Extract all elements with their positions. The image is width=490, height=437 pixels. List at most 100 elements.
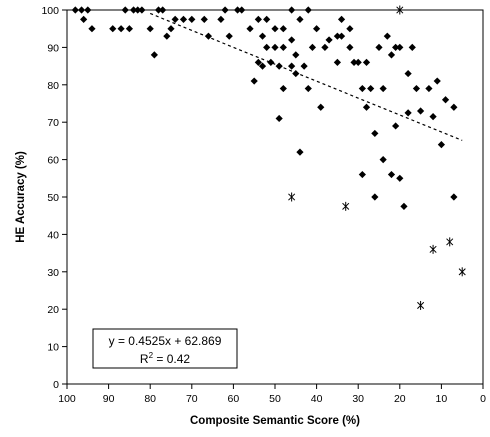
data-point-diamond — [354, 58, 362, 66]
data-point-diamond — [188, 15, 196, 23]
data-point-diamond — [396, 174, 404, 182]
x-tick-label: 30 — [352, 393, 364, 405]
data-point-diamond — [88, 25, 96, 33]
data-point-diamond — [204, 32, 213, 40]
data-point-diamond — [221, 6, 229, 14]
data-point-diamond — [179, 15, 188, 23]
y-tick-label: 10 — [47, 342, 59, 354]
data-point-diamond — [288, 6, 296, 14]
data-point-diamond — [154, 6, 163, 14]
y-tick-label: 40 — [47, 229, 59, 241]
data-point-diamond — [292, 51, 300, 59]
data-point-diamond — [400, 202, 408, 210]
data-point-diamond — [275, 62, 283, 70]
data-point-diamond — [167, 25, 175, 33]
y-tick-label: 80 — [47, 80, 59, 92]
data-point-diamond — [121, 6, 129, 14]
data-point-diamond — [304, 84, 312, 93]
data-point-diamond — [392, 122, 400, 130]
data-point-diamond — [163, 32, 171, 40]
data-point-diamond — [404, 109, 412, 117]
y-axis-title: HE Accuracy (%) — [15, 151, 27, 243]
data-point-diamond — [371, 193, 379, 201]
x-tick-label: 20 — [394, 393, 406, 405]
data-point-diamond — [337, 32, 346, 40]
data-point-diamond — [379, 156, 387, 164]
x-tick-label: 40 — [311, 393, 323, 405]
data-point-diamond — [387, 170, 396, 179]
equation-box-frame — [92, 328, 238, 369]
data-point-diamond — [362, 58, 371, 66]
y-axis-ticks: 0 10 20 30 40 50 60 70 80 90 100 — [41, 5, 67, 391]
x-tick-label: 70 — [186, 393, 198, 405]
y-tick-label: 70 — [47, 117, 59, 129]
data-point-diamond — [450, 193, 458, 201]
data-point-diamond — [367, 84, 375, 93]
data-point-diamond — [263, 43, 271, 51]
data-point-diamond — [109, 25, 117, 33]
data-point-diamond — [254, 15, 262, 23]
data-point-diamond — [317, 103, 325, 111]
equation-box: y = 0.4525x + 62.869 R2 = 0.42 — [92, 328, 238, 369]
data-point-diamond — [271, 25, 279, 33]
r-squared-text: R2 = 0.42 — [140, 351, 190, 366]
data-point-diamond — [250, 77, 258, 85]
x-axis-ticks: 100 90 80 70 60 50 40 30 20 10 0 — [58, 384, 486, 405]
data-point-diamond — [296, 15, 304, 23]
data-point-diamond — [425, 84, 433, 93]
data-point-diamond — [279, 43, 287, 51]
data-point-diamond — [134, 6, 142, 14]
data-point-diamond — [333, 58, 341, 66]
y-tick-label: 90 — [47, 42, 59, 54]
data-point-diamond — [279, 84, 287, 93]
data-point-diamond — [412, 84, 421, 93]
equation-text: y = 0.4525x + 62.869 — [109, 334, 222, 348]
x-tick-label: 80 — [144, 393, 156, 405]
data-point-diamond — [275, 114, 283, 123]
y-tick-label: 100 — [41, 5, 59, 17]
data-point-diamond — [146, 25, 154, 33]
data-point-diamond — [233, 6, 242, 14]
data-point-asterisk — [342, 201, 350, 211]
data-point-diamond — [125, 25, 133, 33]
data-point-diamond — [296, 148, 304, 156]
data-point-diamond — [358, 170, 366, 179]
data-point-diamond — [441, 96, 450, 104]
data-point-diamond — [321, 43, 329, 51]
trendline — [149, 12, 463, 141]
data-point-asterisk — [417, 300, 425, 310]
y-tick-label: 50 — [47, 192, 59, 204]
x-axis-title: Composite Semantic Score (%) — [190, 415, 360, 427]
data-point-diamond — [408, 43, 416, 51]
data-point-diamond — [346, 25, 354, 33]
data-point-diamond — [150, 51, 158, 59]
r-squared-superscript: 2 — [149, 351, 154, 360]
data-point-diamond — [437, 141, 445, 149]
data-point-asterisk — [429, 244, 437, 254]
data-point-diamond — [387, 51, 396, 59]
data-point-diamond — [396, 43, 404, 51]
data-point-asterisk — [446, 237, 454, 247]
data-point-diamond — [333, 32, 341, 40]
x-tick-label: 50 — [269, 393, 281, 405]
data-point-diamond — [279, 25, 287, 33]
data-point-diamond — [238, 6, 246, 14]
data-point-diamond — [292, 69, 300, 78]
data-point-diamond — [84, 6, 92, 14]
data-point-diamond — [308, 43, 317, 51]
y-tick-label: 0 — [53, 379, 59, 391]
data-point-diamond — [313, 25, 321, 33]
data-point-diamond — [267, 58, 275, 66]
y-tick-label: 30 — [47, 267, 59, 279]
data-point-diamond — [217, 15, 225, 23]
data-point-diamond — [200, 15, 208, 23]
data-point-diamond — [129, 6, 138, 14]
data-point-diamond — [263, 15, 271, 23]
data-point-diamond — [362, 103, 371, 111]
data-point-diamond — [417, 107, 425, 115]
data-point-diamond — [304, 6, 312, 14]
data-point-diamond — [383, 32, 391, 40]
data-point-diamond — [77, 6, 86, 14]
data-point-diamond — [404, 69, 412, 78]
